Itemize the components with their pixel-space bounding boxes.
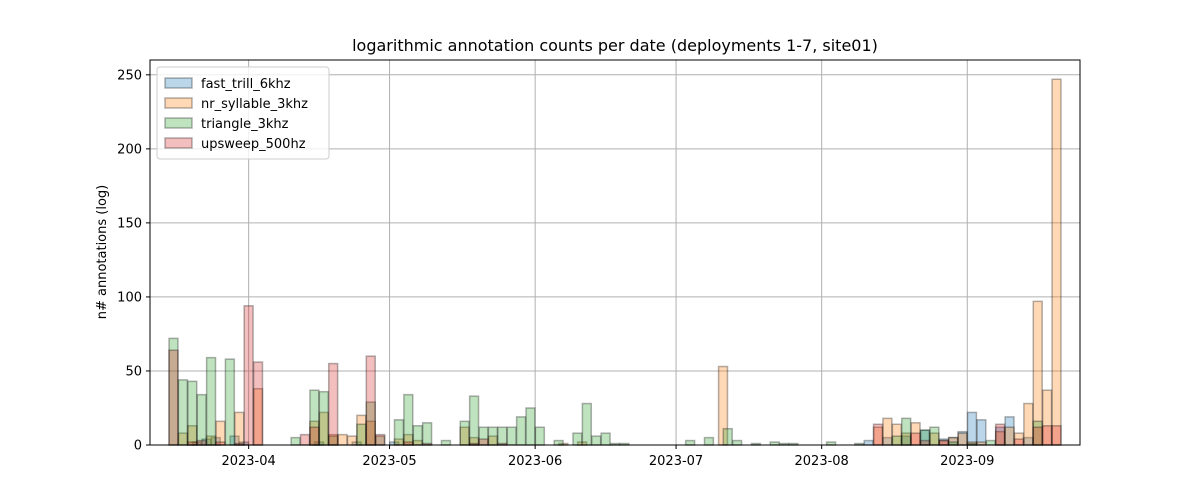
- y-axis-label: n# annotations (log): [95, 185, 110, 320]
- bar: [553, 439, 564, 446]
- bars-layer: [168, 78, 1062, 446]
- bar: [591, 435, 602, 446]
- bar: [252, 361, 264, 446]
- bar: [985, 439, 996, 446]
- bar: [299, 433, 311, 446]
- bar: [910, 432, 921, 446]
- bar: [187, 380, 198, 446]
- bar: [1023, 402, 1034, 446]
- bar: [863, 439, 874, 446]
- bar: [703, 436, 715, 446]
- bar: [891, 435, 903, 446]
- x-tick-label: 2023-09: [940, 454, 994, 469]
- bar: [374, 433, 386, 446]
- bar: [722, 427, 733, 446]
- legend-box: [156, 66, 330, 160]
- bar: [976, 419, 987, 446]
- bar: [403, 393, 414, 446]
- bar: [487, 426, 499, 446]
- bar: [938, 439, 950, 446]
- bar: [327, 362, 339, 446]
- bar: [525, 407, 536, 446]
- x-tick-label: 2023-06: [508, 454, 562, 469]
- bar: [196, 439, 207, 446]
- bar: [224, 358, 236, 446]
- legend-swatch: [164, 117, 193, 129]
- x-tick-label: 2023-07: [649, 454, 703, 469]
- bar: [1004, 426, 1015, 446]
- bar: [196, 393, 207, 446]
- x-tick-label: 2023-05: [362, 454, 416, 469]
- bar: [243, 305, 254, 446]
- bar: [515, 416, 527, 446]
- bar: [534, 426, 546, 446]
- bar: [346, 435, 358, 446]
- bar: [468, 395, 480, 446]
- x-tick-label: 2023-04: [221, 454, 275, 469]
- bar: [205, 356, 217, 446]
- legend-label: fast_trill_6khz: [201, 77, 291, 92]
- bar: [872, 423, 884, 446]
- bar: [1013, 438, 1025, 446]
- bar: [356, 423, 367, 446]
- legend-label: upsweep_500hz: [201, 137, 306, 152]
- ticks-layer: 0 50 100 150 200 250 2023-04 2023-05 2023-06 2023…: [117, 68, 994, 469]
- bar: [1051, 78, 1062, 446]
- x-tick-label: 2023-08: [795, 454, 849, 469]
- legend-label: nr_syllable_3khz: [201, 97, 308, 112]
- legend-swatch: [164, 137, 193, 149]
- bar: [919, 439, 931, 446]
- bar: [290, 436, 301, 446]
- bar: [506, 426, 517, 446]
- bar: [177, 379, 189, 446]
- legend-swatch: [164, 97, 193, 109]
- bar: [882, 417, 893, 446]
- bar: [337, 433, 348, 446]
- chart-title: logarithmic annotation counts per date (…: [352, 36, 878, 55]
- bar: [393, 419, 405, 446]
- bar: [421, 422, 433, 446]
- bar: [581, 402, 593, 446]
- series-nr_syllable_3khz: [177, 78, 1062, 446]
- legend-swatch: [164, 77, 193, 89]
- bar: [478, 438, 489, 446]
- bar: [994, 423, 1006, 446]
- y-tick-label: 250: [117, 68, 142, 83]
- bar: [572, 432, 583, 446]
- bar: [901, 417, 912, 446]
- y-tick-label: 0: [134, 439, 142, 454]
- legend: fast_trill_6khz nr_syllable_3khz triangle_…: [156, 66, 330, 160]
- bar: [966, 411, 978, 446]
- bar: [731, 439, 743, 446]
- bar: [957, 432, 968, 446]
- bar: [929, 426, 940, 446]
- y-tick-label: 100: [117, 290, 142, 305]
- bar: [1051, 425, 1062, 446]
- plot-frame: [149, 59, 1081, 446]
- bar: [1032, 426, 1043, 446]
- bar: [440, 439, 452, 446]
- bar: [318, 390, 329, 446]
- bar: [168, 349, 179, 446]
- bar: [1041, 425, 1053, 446]
- bar: [365, 355, 376, 446]
- bar: [684, 439, 696, 446]
- y-tick-label: 50: [125, 364, 142, 379]
- y-tick-label: 200: [117, 142, 142, 157]
- bar: [600, 432, 611, 446]
- y-tick-label: 150: [117, 216, 142, 231]
- grid-layer: [150, 60, 1080, 446]
- bar: [412, 425, 423, 446]
- bar: [459, 420, 470, 446]
- series-fast_trill_6khz: [191, 411, 1034, 446]
- bar: [234, 411, 245, 446]
- legend-label: triangle_3khz: [201, 117, 289, 132]
- bar: [497, 426, 508, 446]
- bar: [309, 426, 320, 446]
